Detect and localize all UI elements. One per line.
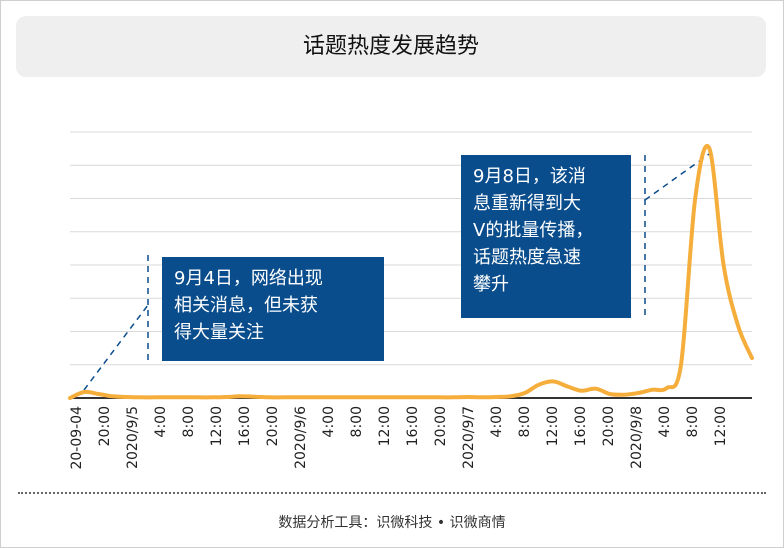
- callout1-line-1: 9月4日，网络出现: [174, 268, 323, 289]
- x-tick-label: 20:00: [433, 406, 449, 446]
- x-tick-label: 2020/9/7: [461, 406, 477, 469]
- callout1-line-2: 相关消息，但未获: [174, 295, 318, 316]
- callout2-line-5: 攀升: [473, 274, 509, 295]
- x-tick-label: 2020/9/6: [293, 406, 309, 469]
- x-tick-label: 16:00: [237, 406, 253, 446]
- callout2-line-4: 话题热度急速: [473, 247, 581, 268]
- x-tick-label: 4:00: [489, 406, 505, 437]
- callout2-line-1: 9月8日，该消: [473, 166, 586, 187]
- callout2-line-2: 息重新得到大: [473, 193, 581, 214]
- callout1-line-3: 得大量关注: [174, 322, 264, 343]
- x-tick-label: 4:00: [657, 406, 673, 437]
- series-line: [68, 144, 754, 400]
- x-tick-label: 20:00: [97, 406, 113, 446]
- x-tick-label: 12:00: [377, 406, 393, 446]
- x-tick-label: 16:00: [573, 406, 589, 446]
- x-tick-label: 4:00: [153, 406, 169, 437]
- footer-divider: [18, 492, 766, 494]
- x-tick-labels: 20-09-04 20:00 2020/9/5 4:00 8:00 12:00 16:00 2…: [69, 406, 729, 470]
- chart-title: 话题热度发展趋势: [302, 34, 479, 59]
- x-tick-label: 12:00: [545, 406, 561, 446]
- x-tick-label: 2020/9/8: [629, 406, 645, 469]
- x-tick-label: 20-09-04: [69, 406, 85, 470]
- x-tick-label: 20:00: [265, 406, 281, 446]
- x-tick-label: 20:00: [601, 406, 617, 446]
- x-tick-label: 8:00: [685, 406, 701, 437]
- x-tick-label: 8:00: [517, 406, 533, 437]
- x-tick-label: 12:00: [209, 406, 225, 446]
- x-tick-label: 8:00: [181, 406, 197, 437]
- title-bar: 话题热度发展趋势: [16, 16, 766, 77]
- x-tick-label: 16:00: [405, 406, 421, 446]
- footer-source: 数据分析工具：识微科技 • 识微商情: [278, 515, 506, 531]
- callout2-line-3: V的批量传播，: [473, 220, 594, 241]
- annotation-callout-1: 9月4日，网络出现 相关消息，但未获 得大量关注: [162, 257, 384, 361]
- x-tick-label: 8:00: [349, 406, 365, 437]
- x-tick-label: 4:00: [321, 406, 337, 437]
- callout1-leader: [83, 304, 149, 391]
- x-tick-label: 12:00: [713, 406, 729, 446]
- annotation-callout-2: 9月8日，该消 息重新得到大 V的批量传播， 话题热度急速 攀升: [461, 155, 631, 318]
- x-tick-label: 2020/9/5: [125, 406, 141, 469]
